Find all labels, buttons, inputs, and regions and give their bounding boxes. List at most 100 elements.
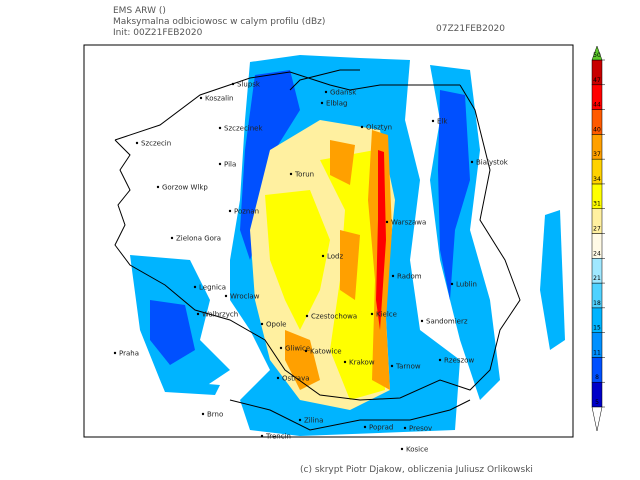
colorbar-tick-label: 47 bbox=[593, 77, 601, 84]
city-label: Opole bbox=[266, 321, 287, 329]
colorbar-tick-label: 11 bbox=[593, 349, 601, 356]
city-label: Gliwice bbox=[285, 345, 310, 353]
city-label: Legnica bbox=[199, 284, 226, 292]
city-label: Radom bbox=[397, 273, 422, 281]
city-label: Kosice bbox=[406, 446, 428, 454]
city-dot bbox=[218, 126, 222, 130]
colorbar-tick-label: 37 bbox=[593, 151, 601, 158]
city-label: Szczecin bbox=[141, 140, 171, 148]
city-dot bbox=[360, 125, 364, 129]
city-labels: Slupsk Gdansk Koszalin Elblag Olsztyn Elk Szcz… bbox=[113, 81, 509, 454]
city-dot bbox=[279, 346, 283, 350]
city-label: Presov bbox=[409, 425, 432, 433]
model-title: EMS ARW () bbox=[113, 6, 166, 16]
colorbar-tick-label: 31 bbox=[593, 201, 601, 208]
city-dot bbox=[403, 426, 407, 430]
colorbar-tick-label: 27 bbox=[593, 226, 601, 233]
city-label: Gdansk bbox=[330, 89, 357, 97]
city-dot bbox=[224, 294, 228, 298]
city-dot bbox=[228, 209, 232, 213]
city-label: Poznan bbox=[234, 208, 259, 216]
colorbar-tick-label: 18 bbox=[593, 300, 601, 307]
borders bbox=[114, 69, 521, 431]
colorbar: 5 8 11 15 18 21 24 27 31 34 37 40 44 47 50 bbox=[591, 45, 605, 432]
city-dot bbox=[199, 96, 203, 100]
city-label: Koszalin bbox=[205, 95, 233, 103]
city-label: Walbrzych bbox=[202, 311, 238, 319]
city-dot bbox=[370, 312, 374, 316]
colorbar-tick-label: 24 bbox=[593, 250, 601, 257]
city-dot bbox=[391, 274, 395, 278]
city-dot bbox=[298, 418, 302, 422]
city-label: Ostrava bbox=[282, 375, 310, 383]
city-label: Trencin bbox=[265, 433, 291, 441]
city-label: Zielona Gora bbox=[176, 235, 221, 243]
city-dot bbox=[260, 322, 264, 326]
city-dot bbox=[304, 349, 308, 353]
city-label: Zilina bbox=[304, 417, 323, 425]
init-time: Init: 00Z21FEB2020 bbox=[113, 28, 203, 38]
city-label: Tarnow bbox=[395, 363, 421, 371]
colorbar-tick-label: 8 bbox=[595, 374, 599, 381]
colorbar-tick-label: 44 bbox=[593, 102, 601, 109]
city-dot bbox=[196, 312, 200, 316]
city-dot bbox=[400, 447, 404, 451]
city-label: Szczecinek bbox=[224, 125, 263, 133]
city-dot bbox=[193, 285, 197, 289]
colorbar-tick-label: 40 bbox=[593, 126, 601, 133]
city-dot bbox=[438, 358, 442, 362]
city-label: Katowice bbox=[310, 348, 342, 356]
city-dot bbox=[156, 185, 160, 189]
city-label: Poprad bbox=[369, 424, 393, 432]
city-label: Warszawa bbox=[391, 219, 426, 227]
credit: (c) skrypt Piotr Djakow, obliczenia Juli… bbox=[300, 465, 533, 475]
city-label: Slupsk bbox=[237, 81, 261, 89]
colorbar-tick-label: 50 bbox=[593, 52, 601, 59]
city-label: Lodz bbox=[327, 253, 344, 261]
map bbox=[83, 44, 574, 438]
city-label: Elblag bbox=[326, 100, 348, 108]
city-dot bbox=[218, 162, 222, 166]
city-dot bbox=[321, 254, 325, 258]
city-dot bbox=[231, 82, 235, 86]
city-label: Elk bbox=[437, 118, 448, 126]
valid-time: 07Z21FEB2020 bbox=[436, 24, 505, 34]
colorbar-tick-label: 5 bbox=[595, 399, 599, 406]
city-label: Rzeszow bbox=[444, 357, 474, 365]
colorbar-tick-label: 15 bbox=[593, 325, 601, 332]
city-label: Wroclaw bbox=[230, 293, 260, 301]
city-dot bbox=[385, 220, 389, 224]
city-dot bbox=[324, 90, 328, 94]
city-label: Pila bbox=[224, 161, 236, 169]
city-dot bbox=[289, 172, 293, 176]
city-label: Praha bbox=[119, 350, 139, 358]
city-label: Czestochowa bbox=[311, 313, 357, 321]
city-dot bbox=[276, 376, 280, 380]
city-label: Olsztyn bbox=[366, 124, 392, 132]
city-label: Krakow bbox=[349, 359, 375, 367]
colorbar-tick-label: 21 bbox=[593, 275, 601, 282]
city-dot bbox=[450, 282, 454, 286]
city-label: Kielce bbox=[376, 311, 397, 319]
radar-red bbox=[376, 150, 386, 330]
colorbar-over bbox=[591, 45, 603, 61]
city-dot bbox=[201, 412, 205, 416]
city-dot bbox=[431, 119, 435, 123]
city-dot bbox=[363, 425, 367, 429]
colorbar-under bbox=[591, 406, 603, 432]
city-label: Lublin bbox=[456, 281, 477, 289]
city-dot bbox=[320, 101, 324, 105]
city-label: Gorzow Wlkp bbox=[162, 184, 208, 192]
city-dot bbox=[135, 141, 139, 145]
city-dot bbox=[470, 160, 474, 164]
city-label: Sandomierz bbox=[426, 318, 468, 326]
city-dot bbox=[420, 319, 424, 323]
city-dot bbox=[113, 351, 117, 355]
field-title: Maksymalna odbiciowosc w calym profilu (… bbox=[113, 17, 325, 27]
city-dot bbox=[260, 434, 264, 438]
city-label: Brno bbox=[207, 411, 223, 419]
colorbar-tick-label: 34 bbox=[593, 176, 601, 183]
city-dot bbox=[305, 314, 309, 318]
city-dot bbox=[390, 364, 394, 368]
